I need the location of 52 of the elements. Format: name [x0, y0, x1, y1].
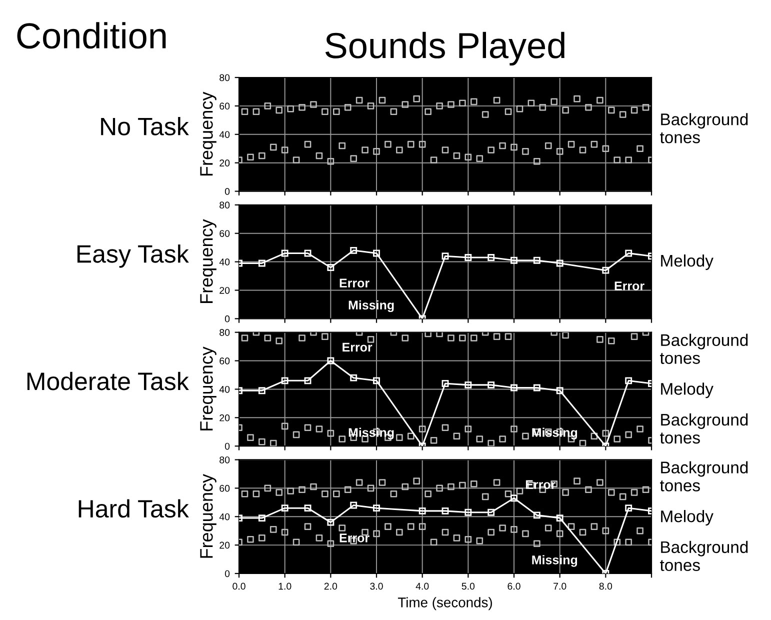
y-tick-label: 20 [220, 414, 230, 422]
series-label: Background tones [660, 334, 748, 364]
annotation: Error [340, 534, 370, 542]
x-tick-label: 4.0 [416, 582, 429, 590]
y-tick-label: 0 [224, 315, 230, 322]
y-tick-label: 40 [219, 386, 230, 393]
y-tick-label: 40 [219, 513, 230, 520]
y-tick-label: 20 [220, 542, 230, 549]
chart-subtitle: Condition [17, 22, 166, 49]
y-axis-title: Frequency [200, 92, 216, 176]
y-tick-label: 0 [224, 570, 230, 578]
y-tick-label: 20 [220, 286, 230, 294]
annotation: Error [342, 342, 372, 352]
y-tick-label: 60 [220, 230, 230, 237]
x-tick-label: 3.0 [370, 582, 383, 590]
annotation: Error [614, 282, 644, 290]
y-tick-label: 80 [220, 202, 230, 209]
x-axis-title: Time (seconds) [398, 597, 492, 610]
series-label: Background tones [660, 540, 748, 572]
x-tick-label: 6.0 [508, 582, 520, 590]
y-tick-label: 40 [219, 258, 230, 266]
y-axis-title: Frequency [200, 474, 216, 558]
text: Hard Task [78, 499, 189, 518]
y-axis-title: Frequency [200, 219, 216, 303]
series-label: Melody [661, 254, 714, 270]
series-label: Background tones [660, 461, 748, 492]
series-label: Melody [661, 382, 714, 398]
y-tick-label: 40 [219, 131, 230, 138]
y-tick-label: 80 [220, 329, 230, 336]
chart-title: Sounds Played [325, 32, 564, 66]
text: Easy Task [77, 244, 189, 268]
y-tick-label: 60 [220, 484, 230, 492]
x-tick-label: 7.0 [554, 582, 566, 590]
y-tick-label: 60 [220, 102, 230, 110]
x-tick-label: 2.0 [324, 582, 338, 590]
x-tick-label: 0.0 [232, 582, 246, 590]
series-label: Melody [661, 510, 714, 526]
series-label: Background tones [660, 113, 748, 144]
y-tick-label: 80 [220, 74, 230, 82]
y-tick-label: 60 [220, 357, 230, 364]
series-label: Background tones [660, 413, 748, 444]
y-tick-label: 20 [220, 160, 230, 166]
y-axis-title: Frequency [200, 346, 216, 430]
x-tick-label: 5.0 [462, 582, 475, 590]
y-tick-label: 0 [224, 442, 230, 450]
y-tick-label: 80 [220, 456, 230, 464]
y-tick-label: 0 [224, 188, 230, 195]
text: No Task [101, 117, 189, 136]
annotation: Error [340, 278, 370, 288]
text: Moderate Task [27, 372, 189, 390]
x-tick-label: 8.0 [599, 582, 612, 590]
x-tick-label: 1.0 [278, 582, 292, 590]
